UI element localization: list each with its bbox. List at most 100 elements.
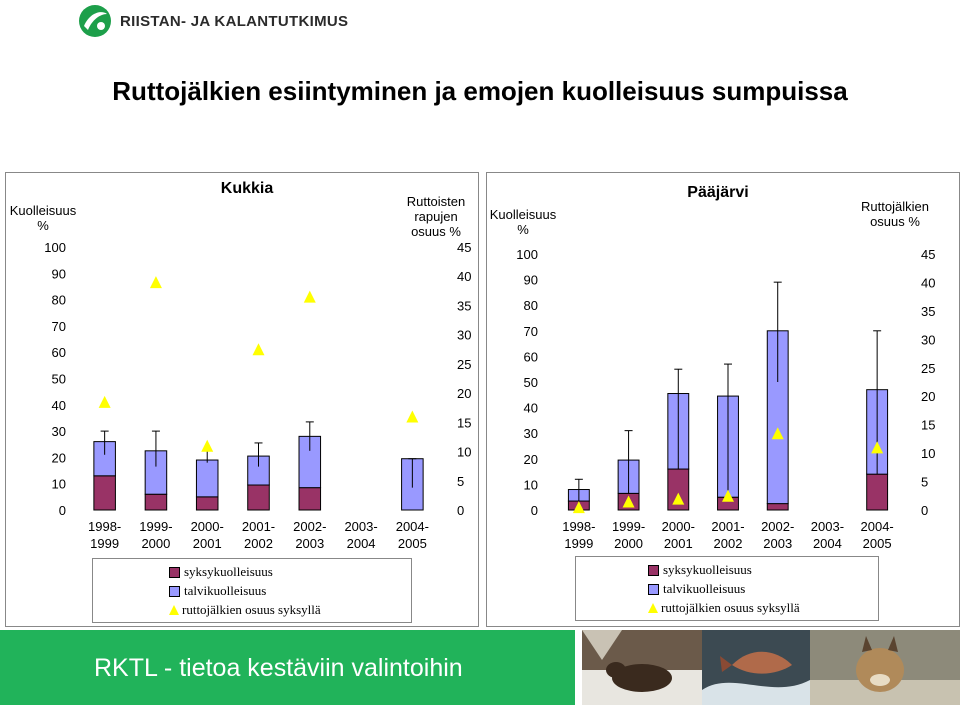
y2-tick-label: 20 bbox=[921, 389, 935, 404]
footer: RKTL - tietoa kestäviin valintoihin bbox=[0, 630, 960, 705]
bar-syksy bbox=[866, 473, 889, 511]
x-tick-label: 2004 bbox=[813, 536, 842, 551]
y2-tick-label: 15 bbox=[921, 418, 935, 433]
legend-label-talvi: talvikuolleisuus bbox=[663, 581, 746, 596]
y2-axis-label: Ruttojälkien bbox=[861, 199, 929, 214]
chart-panel-kukkia: Kukkia Kuolleisuus% Ruttoisten rapujen osuus… bbox=[5, 172, 479, 627]
x-tick-label: 2003 bbox=[763, 536, 792, 551]
legend-label-rutto: ruttojälkien osuus syksyllä bbox=[661, 600, 800, 615]
y-tick-label: 0 bbox=[59, 503, 66, 518]
triangle-marker bbox=[201, 439, 214, 452]
x-tick-label: 2002 bbox=[244, 536, 273, 551]
x-tick-label: 2005 bbox=[398, 536, 427, 551]
footer-text: RKTL - tietoa kestäviin valintoihin bbox=[94, 654, 463, 682]
bar-syksy bbox=[195, 496, 219, 511]
legend-swatch-syksy bbox=[648, 564, 659, 576]
legend-label-rutto: ruttojälkien osuus syksyllä bbox=[182, 602, 321, 617]
y2-tick-label: 40 bbox=[457, 269, 471, 284]
x-tick-label: 2001- bbox=[242, 519, 275, 534]
legend-swatch-talvi bbox=[169, 585, 180, 597]
y2-tick-label: 5 bbox=[457, 474, 464, 489]
triangle-marker bbox=[672, 492, 685, 505]
y2-tick-label: 15 bbox=[457, 415, 471, 430]
x-tick-label: 2001- bbox=[711, 519, 744, 534]
x-tick-label: 1999- bbox=[139, 519, 172, 534]
legend-item-talvi: talvikuolleisuus bbox=[169, 582, 266, 600]
y-tick-label: 70 bbox=[524, 324, 538, 339]
y-tick-label: 80 bbox=[524, 298, 538, 313]
legend-item-syksy: syksykuolleisuus bbox=[648, 561, 752, 579]
y-tick-label: 20 bbox=[52, 450, 66, 465]
y2-tick-label: 45 bbox=[921, 247, 935, 262]
y-tick-label: 90 bbox=[52, 266, 66, 281]
bar-syksy bbox=[144, 493, 168, 511]
x-tick-label: 2003- bbox=[344, 519, 377, 534]
x-tick-label: 2000 bbox=[614, 536, 643, 551]
chart-title: Pääjärvi bbox=[687, 184, 748, 201]
x-tick-label: 1999 bbox=[564, 536, 593, 551]
y-tick-label: 40 bbox=[52, 398, 66, 413]
y-axis-label: % bbox=[37, 218, 49, 233]
y-tick-label: 60 bbox=[52, 345, 66, 360]
triangle-marker bbox=[622, 495, 635, 508]
bar-talvi bbox=[195, 459, 219, 498]
x-tick-label: 2000- bbox=[662, 519, 695, 534]
legend-swatch-talvi bbox=[648, 583, 659, 595]
y2-tick-label: 25 bbox=[921, 361, 935, 376]
legend-paajarvi: syksykuolleisuus talvikuolleisuus ruttoj… bbox=[575, 556, 879, 621]
y2-tick-label: 30 bbox=[921, 332, 935, 347]
x-tick-label: 2004 bbox=[347, 536, 376, 551]
x-tick-label: 2005 bbox=[863, 536, 892, 551]
triangle-marker bbox=[871, 441, 884, 454]
legend-kukkia: syksykuolleisuus talvikuolleisuus ruttoj… bbox=[92, 558, 412, 623]
y2-tick-label: 25 bbox=[457, 357, 471, 372]
y-tick-label: 0 bbox=[531, 503, 538, 518]
y2-tick-label: 35 bbox=[457, 298, 471, 313]
triangle-marker bbox=[98, 395, 111, 408]
chart-title: Kukkia bbox=[221, 180, 274, 197]
x-tick-label: 2003- bbox=[811, 519, 844, 534]
x-tick-label: 2002 bbox=[714, 536, 743, 551]
y-tick-label: 90 bbox=[524, 273, 538, 288]
triangle-marker bbox=[771, 427, 784, 440]
y2-tick-label: 45 bbox=[457, 240, 471, 255]
x-tick-label: 1999 bbox=[90, 536, 119, 551]
y-axis-label: % bbox=[517, 222, 529, 237]
bar-syksy bbox=[247, 484, 270, 511]
legend-item-talvi: talvikuolleisuus bbox=[648, 580, 745, 598]
rktl-logo-icon bbox=[79, 5, 111, 37]
y-axis-label: Kuolleisuus bbox=[10, 203, 77, 218]
x-tick-label: 1998- bbox=[88, 519, 121, 534]
legend-label-syksy: syksykuolleisuus bbox=[184, 564, 273, 579]
wolverine-photo bbox=[582, 630, 702, 705]
x-tick-label: 2000 bbox=[141, 536, 170, 551]
y2-tick-label: 10 bbox=[457, 445, 471, 460]
y-axis-label: Kuolleisuus bbox=[490, 207, 557, 222]
footer-band: RKTL - tietoa kestäviin valintoihin bbox=[0, 630, 575, 705]
y-tick-label: 40 bbox=[524, 401, 538, 416]
legend-swatch-syksy bbox=[169, 566, 180, 578]
chart-panel-paajarvi: Pääjärvi Kuolleisuus% Ruttojälkien osuus % 0… bbox=[486, 172, 960, 627]
y2-tick-label: 40 bbox=[921, 275, 935, 290]
legend-triangle-icon bbox=[648, 603, 658, 613]
legend-label-syksy: syksykuolleisuus bbox=[663, 562, 752, 577]
logo-text: RIISTAN- JA KALANTUTKIMUS bbox=[120, 12, 349, 30]
y2-axis-label: osuus % bbox=[870, 214, 920, 229]
x-tick-label: 2001 bbox=[664, 536, 693, 551]
x-tick-label: 2004- bbox=[861, 519, 894, 534]
triangle-marker bbox=[149, 276, 162, 289]
bar-syksy bbox=[766, 503, 789, 511]
y2-tick-label: 35 bbox=[921, 304, 935, 319]
x-tick-label: 2003 bbox=[295, 536, 324, 551]
x-tick-label: 1998- bbox=[562, 519, 595, 534]
triangle-marker bbox=[722, 489, 734, 502]
y2-axis-label: rapujen bbox=[414, 209, 457, 224]
x-tick-label: 2004- bbox=[396, 519, 429, 534]
y2-axis-label: Ruttoisten bbox=[407, 194, 466, 209]
slide-title: Ruttojälkien esiintyminen ja emojen kuol… bbox=[112, 76, 848, 106]
y2-tick-label: 0 bbox=[921, 503, 928, 518]
lynx-photo bbox=[810, 630, 960, 705]
chart-kukkia: Kukkia Kuolleisuus% Ruttoistenrapujenosuus… bbox=[10, 180, 472, 551]
x-tick-label: 2001 bbox=[193, 536, 222, 551]
